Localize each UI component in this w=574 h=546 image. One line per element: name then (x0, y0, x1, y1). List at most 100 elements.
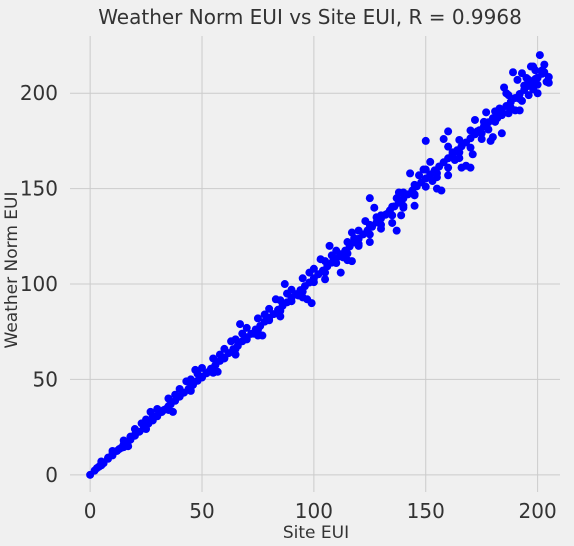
scatter-point (455, 135, 464, 144)
y-tick-label: 0 (45, 463, 58, 487)
scatter-point (298, 274, 307, 283)
scatter-point (504, 91, 513, 100)
y-axis-label: Weather Norm EUI (2, 192, 22, 349)
scatter-point (529, 62, 538, 71)
scatter-point (283, 289, 292, 298)
x-tick-label: 100 (295, 499, 333, 523)
scatter-point (426, 157, 435, 166)
scatter-point (227, 337, 236, 346)
scatter-point (392, 226, 401, 235)
scatter-point (146, 407, 155, 416)
scatter-point (238, 329, 247, 338)
scatter-point (220, 344, 229, 353)
scatter-point (115, 445, 124, 454)
scatter-point (280, 280, 289, 289)
y-tick-label: 200 (20, 81, 58, 105)
scatter-point (332, 259, 341, 268)
scatter-point (466, 126, 475, 135)
scatter-point (524, 91, 533, 100)
scatter-point (265, 316, 274, 325)
scatter-point (153, 405, 162, 414)
scatter-point (354, 241, 363, 250)
scatter-point (307, 299, 316, 308)
scatter-point (126, 432, 135, 441)
scatter-point (198, 363, 207, 372)
scatter-point (186, 386, 195, 395)
x-tick-label: 150 (407, 499, 445, 523)
scatter-point (361, 217, 370, 226)
scatter-point (215, 350, 224, 359)
scatter-point (444, 142, 453, 151)
scatter-point (276, 306, 285, 315)
scatter-point (466, 143, 475, 152)
scatter-point (486, 136, 495, 145)
scatter-point (142, 425, 151, 434)
scatter-point (397, 211, 406, 220)
scatter-point (159, 405, 168, 414)
scatter-point (448, 148, 457, 157)
scatter-point (287, 297, 296, 306)
scatter-point (533, 89, 542, 98)
scatter-point (484, 125, 493, 134)
scatter-point (388, 218, 397, 227)
scatter-point (104, 453, 113, 462)
scatter-point (271, 295, 280, 304)
scatter-point (365, 230, 374, 239)
scatter-point (242, 335, 251, 344)
scatter-point (377, 224, 386, 233)
y-axis-ticks: 0 50 100 150 200 (20, 81, 58, 487)
scatter-point (428, 177, 437, 186)
scatter-point (231, 350, 240, 359)
y-tick-label: 150 (20, 177, 58, 201)
scatter-point (535, 51, 544, 60)
scatter-point (513, 75, 522, 84)
scatter-point (421, 136, 430, 145)
scatter-point (495, 104, 504, 113)
scatter-point (415, 171, 424, 180)
scatter-point (468, 150, 477, 159)
scatter-point (92, 464, 101, 473)
grid (70, 36, 560, 492)
scatter-point (175, 384, 184, 393)
chart-title: Weather Norm EUI vs Site EUI, R = 0.9968 (98, 5, 522, 29)
scatter-point (276, 312, 285, 321)
scatter-point (517, 69, 526, 78)
y-tick-label: 100 (20, 272, 58, 296)
scatter-point (444, 171, 453, 180)
scatter-point (191, 365, 200, 374)
scatter-point (325, 241, 334, 250)
scatter-point (482, 108, 491, 117)
scatter-point (343, 238, 352, 247)
scatter-point (491, 117, 500, 126)
scatter-point (370, 203, 379, 212)
scatter-point (517, 96, 526, 105)
scatter-point (242, 323, 251, 332)
scatter-point (372, 213, 381, 222)
scatter-point (231, 344, 240, 353)
scatter-point (540, 68, 549, 77)
scatter-point (421, 182, 430, 191)
scatter-point (209, 354, 218, 363)
scatter-point (265, 304, 274, 313)
scatter-point (531, 74, 540, 83)
scatter-point (455, 148, 464, 157)
scatter-point (444, 163, 453, 172)
scatter-point (388, 202, 397, 211)
data-points (86, 51, 553, 479)
scatter-point (497, 111, 506, 120)
scatter-point (260, 310, 269, 319)
scatter-point (347, 228, 356, 237)
scatter-point (383, 209, 392, 218)
scatter-point (406, 169, 415, 178)
scatter-point (249, 329, 258, 338)
scatter-point (354, 226, 363, 235)
scatter-point (450, 156, 459, 165)
scatter-point (309, 278, 318, 287)
scatter-point (137, 419, 146, 428)
scatter-point (305, 268, 314, 277)
scatter-point (477, 129, 486, 138)
scatter-point (336, 268, 345, 277)
